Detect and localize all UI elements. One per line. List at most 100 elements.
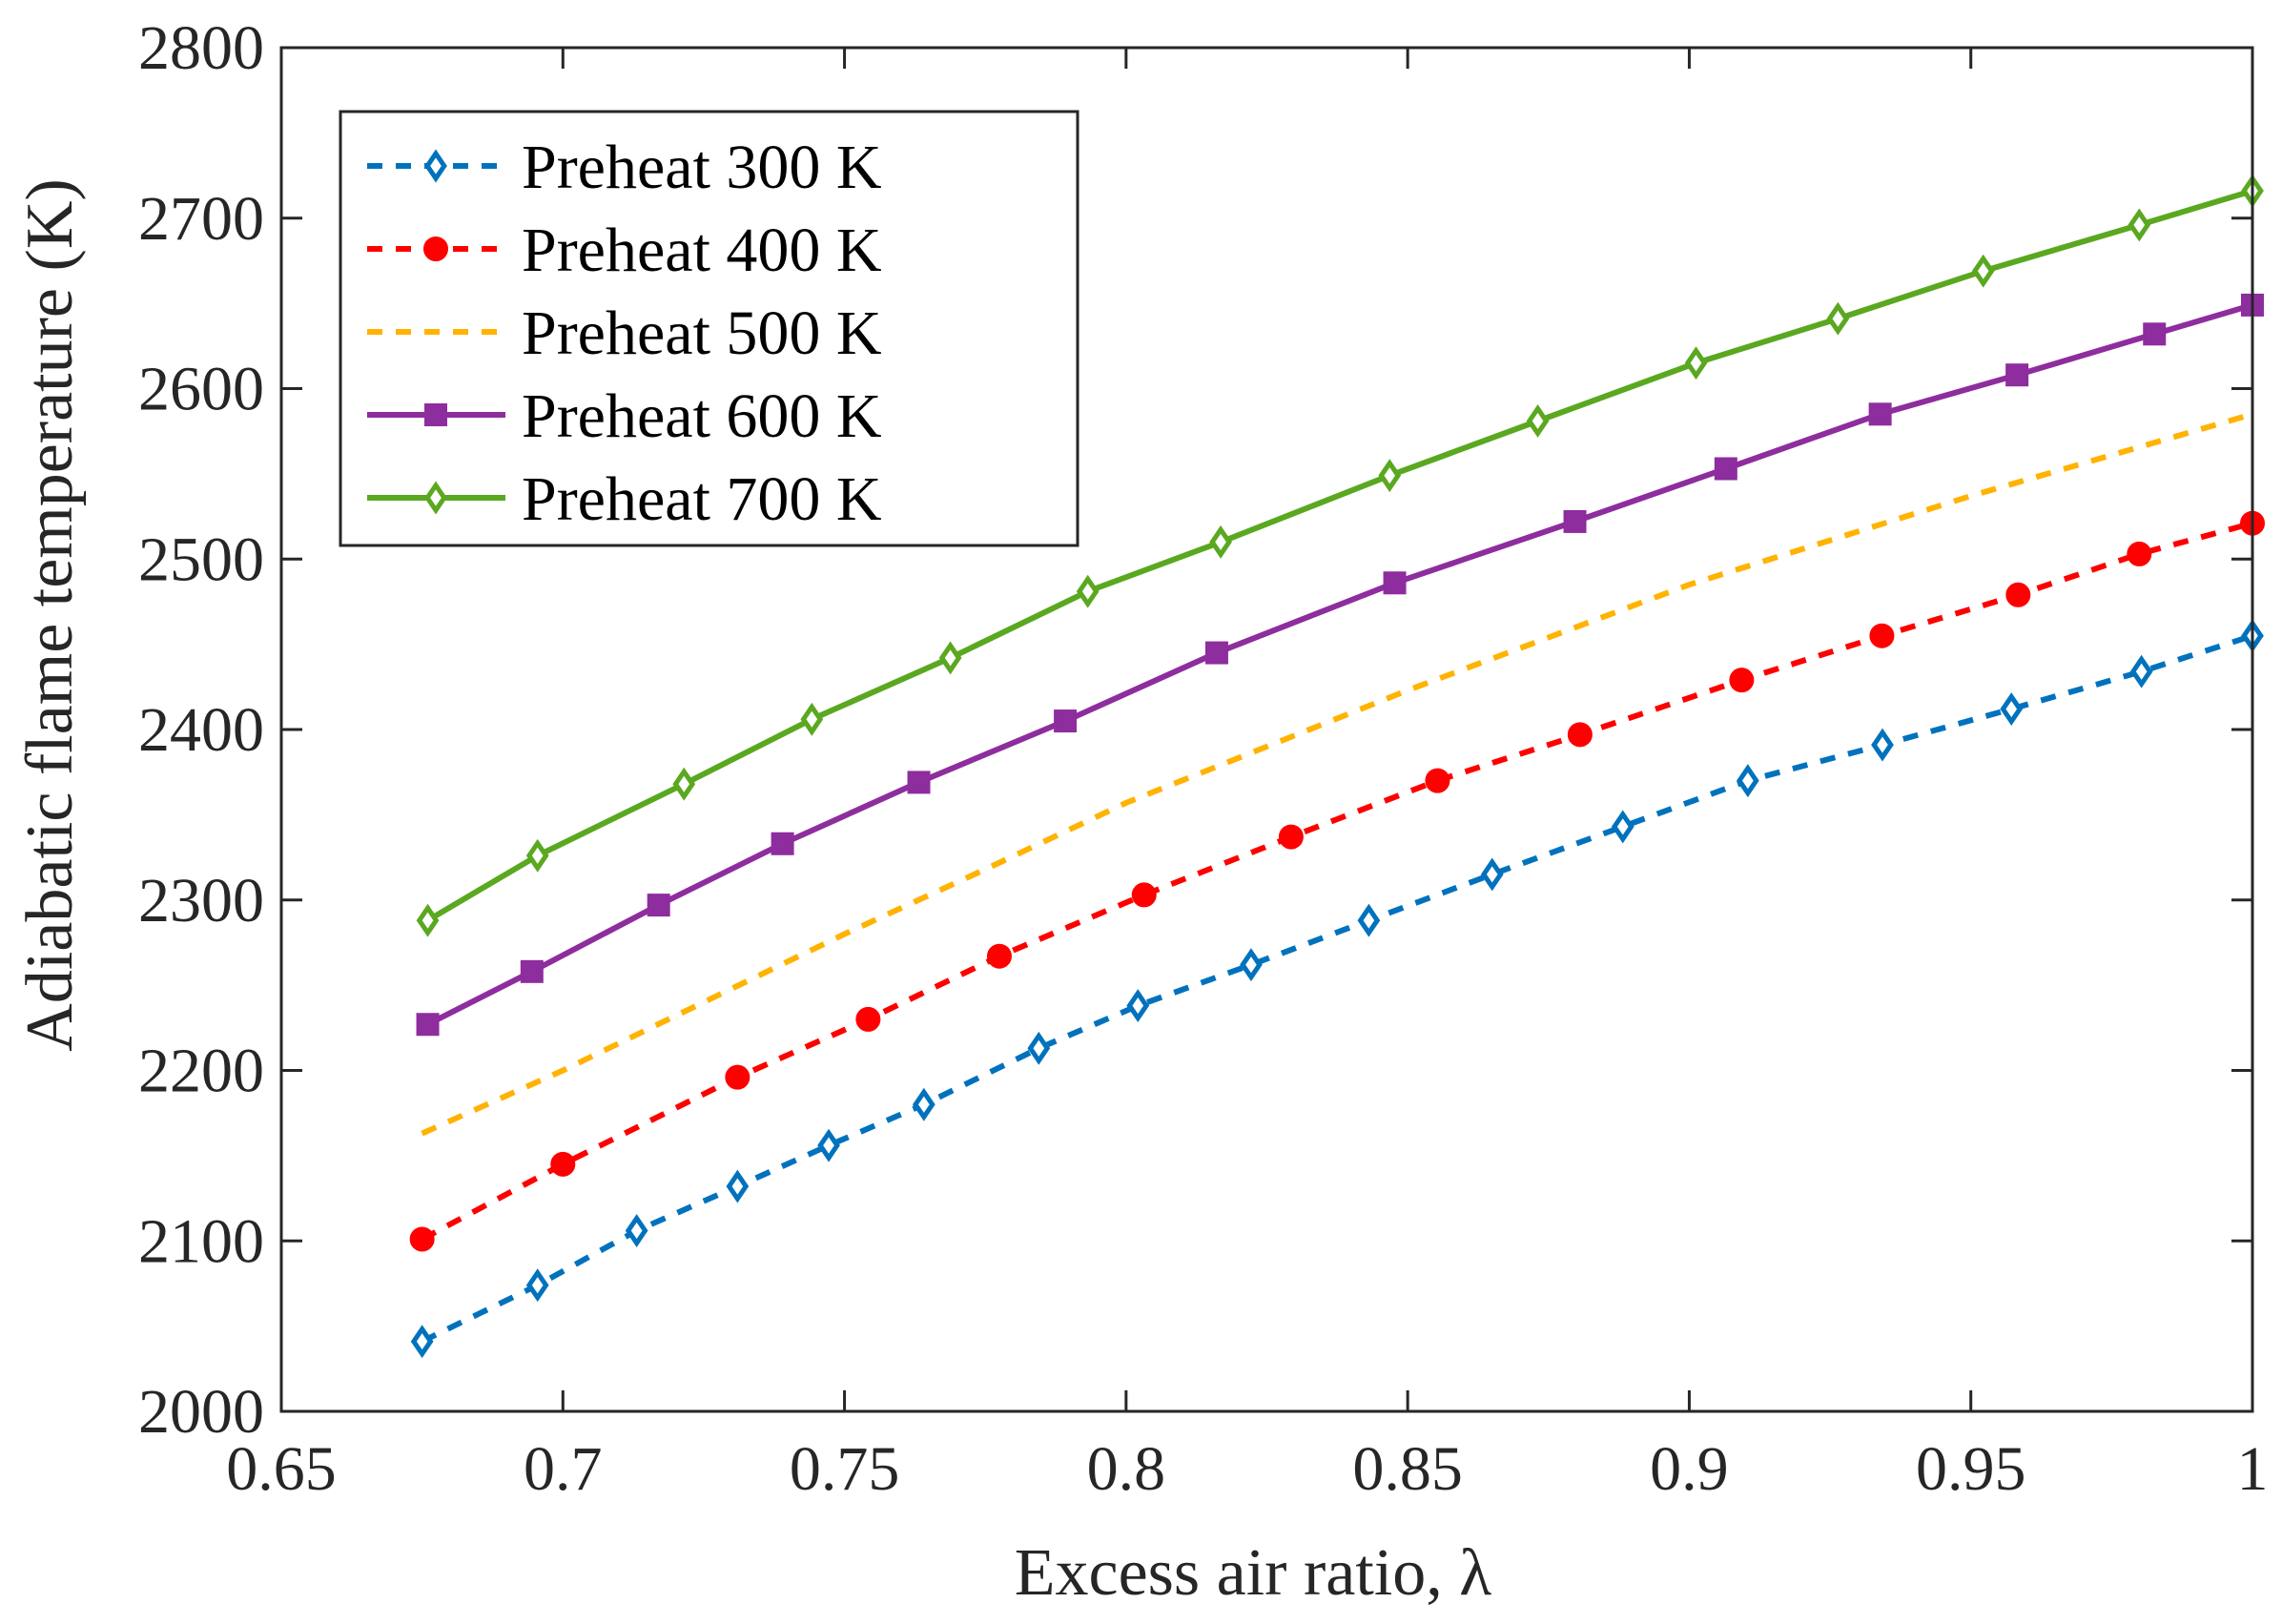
- data-point: [1383, 571, 1407, 595]
- data-point: [725, 1064, 750, 1090]
- legend-marker: [424, 481, 447, 515]
- data-point: [416, 903, 440, 937]
- legend-marker: [424, 149, 447, 183]
- data-point: [1357, 903, 1381, 937]
- data-point: [800, 702, 824, 736]
- legend-entry: Preheat 400 K: [367, 216, 882, 285]
- legend-entry: Preheat 700 K: [367, 464, 882, 534]
- y-tick-label: 2200: [138, 1037, 264, 1106]
- data-point: [907, 771, 931, 794]
- data-point: [1684, 346, 1708, 380]
- legend-entry: Preheat 300 K: [367, 133, 882, 202]
- series-5: [416, 174, 2264, 937]
- data-point: [817, 1128, 840, 1162]
- data-point: [1826, 301, 1850, 336]
- x-tick-label: 0.75: [790, 1434, 900, 1504]
- data-point: [1563, 509, 1587, 533]
- data-point: [2128, 208, 2151, 242]
- series-3: [421, 411, 2253, 1137]
- data-point: [520, 959, 544, 983]
- data-point: [1209, 524, 1232, 559]
- x-tick-label: 0.7: [524, 1434, 603, 1504]
- data-point: [2005, 582, 2031, 607]
- data-point: [2143, 322, 2167, 346]
- series-1: [410, 619, 2264, 1359]
- data-point: [912, 1087, 935, 1121]
- legend-label: Preheat 500 K: [522, 298, 882, 368]
- legend-marker: [423, 236, 448, 261]
- data-point: [1611, 810, 1634, 844]
- data-point: [416, 1013, 440, 1037]
- data-point: [1240, 948, 1263, 982]
- data-point: [1480, 857, 1504, 892]
- x-tick-label: 0.8: [1087, 1434, 1166, 1504]
- y-tick-label: 2600: [138, 355, 264, 424]
- series-line: [421, 411, 2253, 1137]
- data-point: [1526, 404, 1550, 438]
- data-point: [1204, 641, 1228, 665]
- series-line: [426, 302, 2253, 1027]
- data-point: [525, 1268, 549, 1303]
- y-tick-label: 2400: [138, 695, 264, 765]
- series-4: [416, 293, 2264, 1037]
- x-tick-label: 0.85: [1352, 1434, 1463, 1504]
- legend-label: Preheat 400 K: [522, 216, 882, 285]
- y-tick-label: 2800: [138, 13, 264, 83]
- legend-label: Preheat 700 K: [522, 464, 882, 534]
- data-point: [1871, 728, 1894, 762]
- data-point: [1714, 457, 1737, 481]
- data-point: [771, 832, 794, 855]
- legend: Preheat 300 K Preheat 400 K Preheat 500 K P…: [339, 110, 1079, 547]
- data-point: [1378, 459, 1402, 493]
- x-tick-label: 1: [2237, 1434, 2269, 1504]
- legend-label: Preheat 600 K: [522, 381, 882, 451]
- y-tick-label: 2700: [138, 184, 264, 254]
- data-point: [2129, 654, 2153, 689]
- x-tick-label: 0.95: [1916, 1434, 2026, 1504]
- data-point: [1131, 882, 1157, 908]
- data-point: [938, 641, 962, 675]
- data-point: [855, 1006, 881, 1032]
- data-point: [726, 1169, 750, 1203]
- series-line: [425, 188, 2253, 923]
- y-axis-title: Adiabatic flame temperature (K): [13, 178, 87, 1051]
- data-point: [625, 1214, 648, 1247]
- legend-box: [339, 110, 1079, 547]
- x-tick-label: 0.65: [226, 1434, 337, 1504]
- data-point: [1971, 254, 1995, 288]
- x-tick-label: 0.9: [1650, 1434, 1729, 1504]
- data-point: [2000, 692, 2024, 726]
- data-point: [986, 943, 1012, 969]
- data-point: [525, 838, 549, 873]
- data-point: [550, 1151, 576, 1177]
- data-point: [1278, 824, 1304, 850]
- data-point: [1868, 402, 1892, 426]
- legend-marker: [424, 403, 447, 426]
- y-tick-label: 2300: [138, 866, 264, 935]
- data-point: [409, 1226, 435, 1252]
- data-point: [2127, 541, 2152, 566]
- data-point: [2005, 363, 2029, 387]
- data-point: [410, 1325, 434, 1359]
- y-tick-label: 2000: [138, 1377, 264, 1447]
- x-axis-title: Excess air ratio, λ: [1015, 1536, 1491, 1610]
- data-point: [1126, 989, 1150, 1023]
- legend-label: Preheat 300 K: [522, 133, 882, 202]
- series-2: [409, 510, 2265, 1252]
- data-point: [1425, 768, 1450, 793]
- legend-entry: Preheat 500 K: [367, 298, 882, 368]
- data-point: [672, 767, 696, 801]
- data-point: [1027, 1031, 1051, 1065]
- data-point: [647, 894, 670, 917]
- data-point: [1729, 668, 1755, 693]
- data-point: [1076, 574, 1100, 608]
- plot-area: [409, 174, 2265, 1359]
- series-line: [421, 632, 2253, 1345]
- data-point: [1869, 623, 1895, 648]
- data-point: [1736, 764, 1759, 798]
- data-point: [1567, 722, 1593, 748]
- data-point: [1054, 709, 1078, 733]
- axes: 0.65 0.7 0.75 0.8 0.85 0.9 0.95 1 2000 2100 2200 23…: [138, 13, 2269, 1504]
- y-tick-label: 2500: [138, 524, 264, 594]
